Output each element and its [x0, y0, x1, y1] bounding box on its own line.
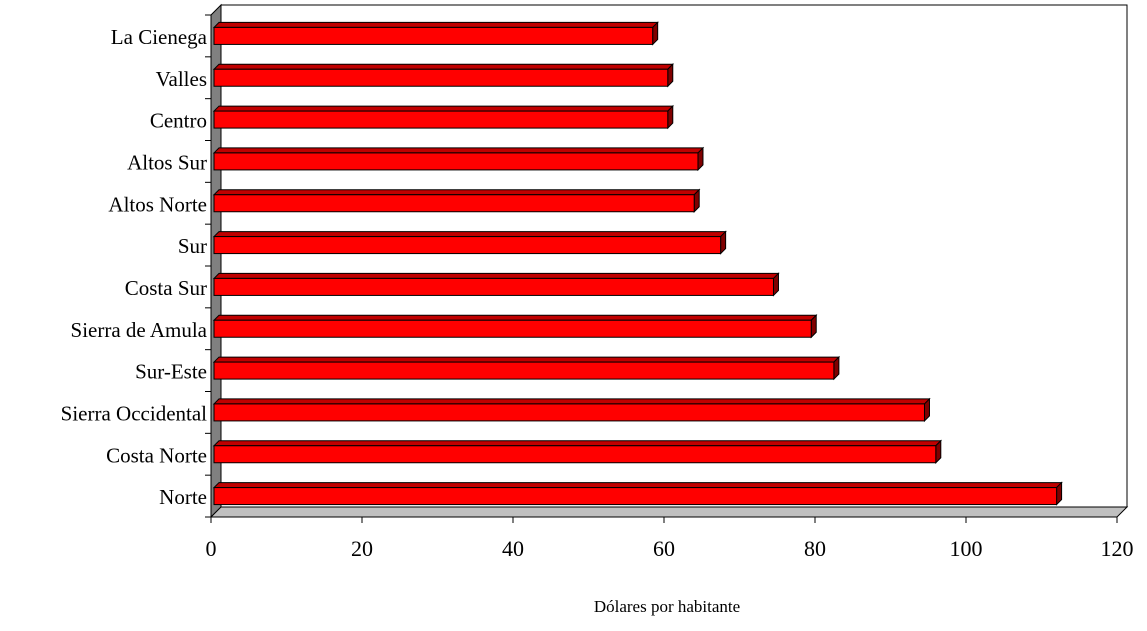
- x-tick-label: 80: [804, 536, 826, 561]
- bars-group: [212, 21, 1063, 506]
- bar-top-face: [212, 21, 659, 28]
- category-label: Sur-Este: [135, 360, 207, 384]
- bar: [212, 104, 674, 130]
- bar-front-face: [213, 194, 695, 213]
- bar-top-face: [212, 398, 931, 405]
- category-label: Sierra de Amula: [71, 318, 208, 342]
- bar: [212, 188, 701, 213]
- category-label: Altos Norte: [108, 192, 207, 216]
- x-tick-label: 100: [950, 536, 983, 561]
- bar-front-face: [213, 110, 669, 129]
- bar: [212, 230, 727, 255]
- bar-top-face: [212, 440, 943, 447]
- x-tick-label: 60: [653, 536, 675, 561]
- bar-top-face: [212, 189, 701, 196]
- bar-front-face: [213, 319, 812, 338]
- bar-top-face: [212, 63, 674, 70]
- bar-top-face: [212, 356, 841, 363]
- x-tick-label: 40: [502, 536, 524, 561]
- bar: [212, 439, 943, 464]
- bar: [212, 146, 705, 172]
- bar-top-face: [212, 105, 674, 112]
- bar-front-face: [213, 152, 699, 171]
- bar-front-face: [213, 403, 925, 422]
- category-label: Sur: [178, 234, 207, 258]
- bar-front-face: [213, 487, 1058, 506]
- bar-front-face: [213, 361, 835, 380]
- bar-front-face: [213, 236, 722, 255]
- x-tick-label: 0: [206, 536, 217, 561]
- bar: [212, 397, 931, 423]
- x-axis-title: Dólares por habitante: [594, 597, 740, 616]
- category-label: Costa Sur: [125, 276, 207, 300]
- bar-front-face: [213, 26, 654, 45]
- bar-top-face: [212, 272, 780, 279]
- category-label: Centro: [150, 109, 207, 133]
- chart-floor: [209, 506, 1129, 518]
- bar-front-face: [213, 445, 937, 464]
- bar: [212, 272, 780, 297]
- category-label: Altos Sur: [127, 150, 207, 174]
- bar: [212, 314, 818, 339]
- category-label: Sierra Occidental: [61, 401, 208, 425]
- category-label: Norte: [159, 485, 207, 509]
- bar-top-face: [212, 147, 705, 154]
- x-tick-label: 120: [1101, 536, 1134, 561]
- bar-front-face: [213, 277, 774, 296]
- bar: [212, 21, 659, 46]
- category-label: Costa Norte: [106, 443, 207, 467]
- bar-front-face: [213, 68, 669, 87]
- ticks-group: Norte Costa Norte Sierra Occidental Sur-Est…: [61, 14, 1134, 561]
- bar-top-face: [212, 314, 818, 321]
- bar: [212, 355, 841, 381]
- category-label: La Cienega: [111, 25, 208, 49]
- bar-top-face: [212, 231, 727, 238]
- bar: [212, 481, 1063, 506]
- bar: [212, 63, 674, 88]
- bar-top-face: [212, 482, 1063, 489]
- x-tick-label: 20: [351, 536, 373, 561]
- category-label: Valles: [156, 67, 207, 91]
